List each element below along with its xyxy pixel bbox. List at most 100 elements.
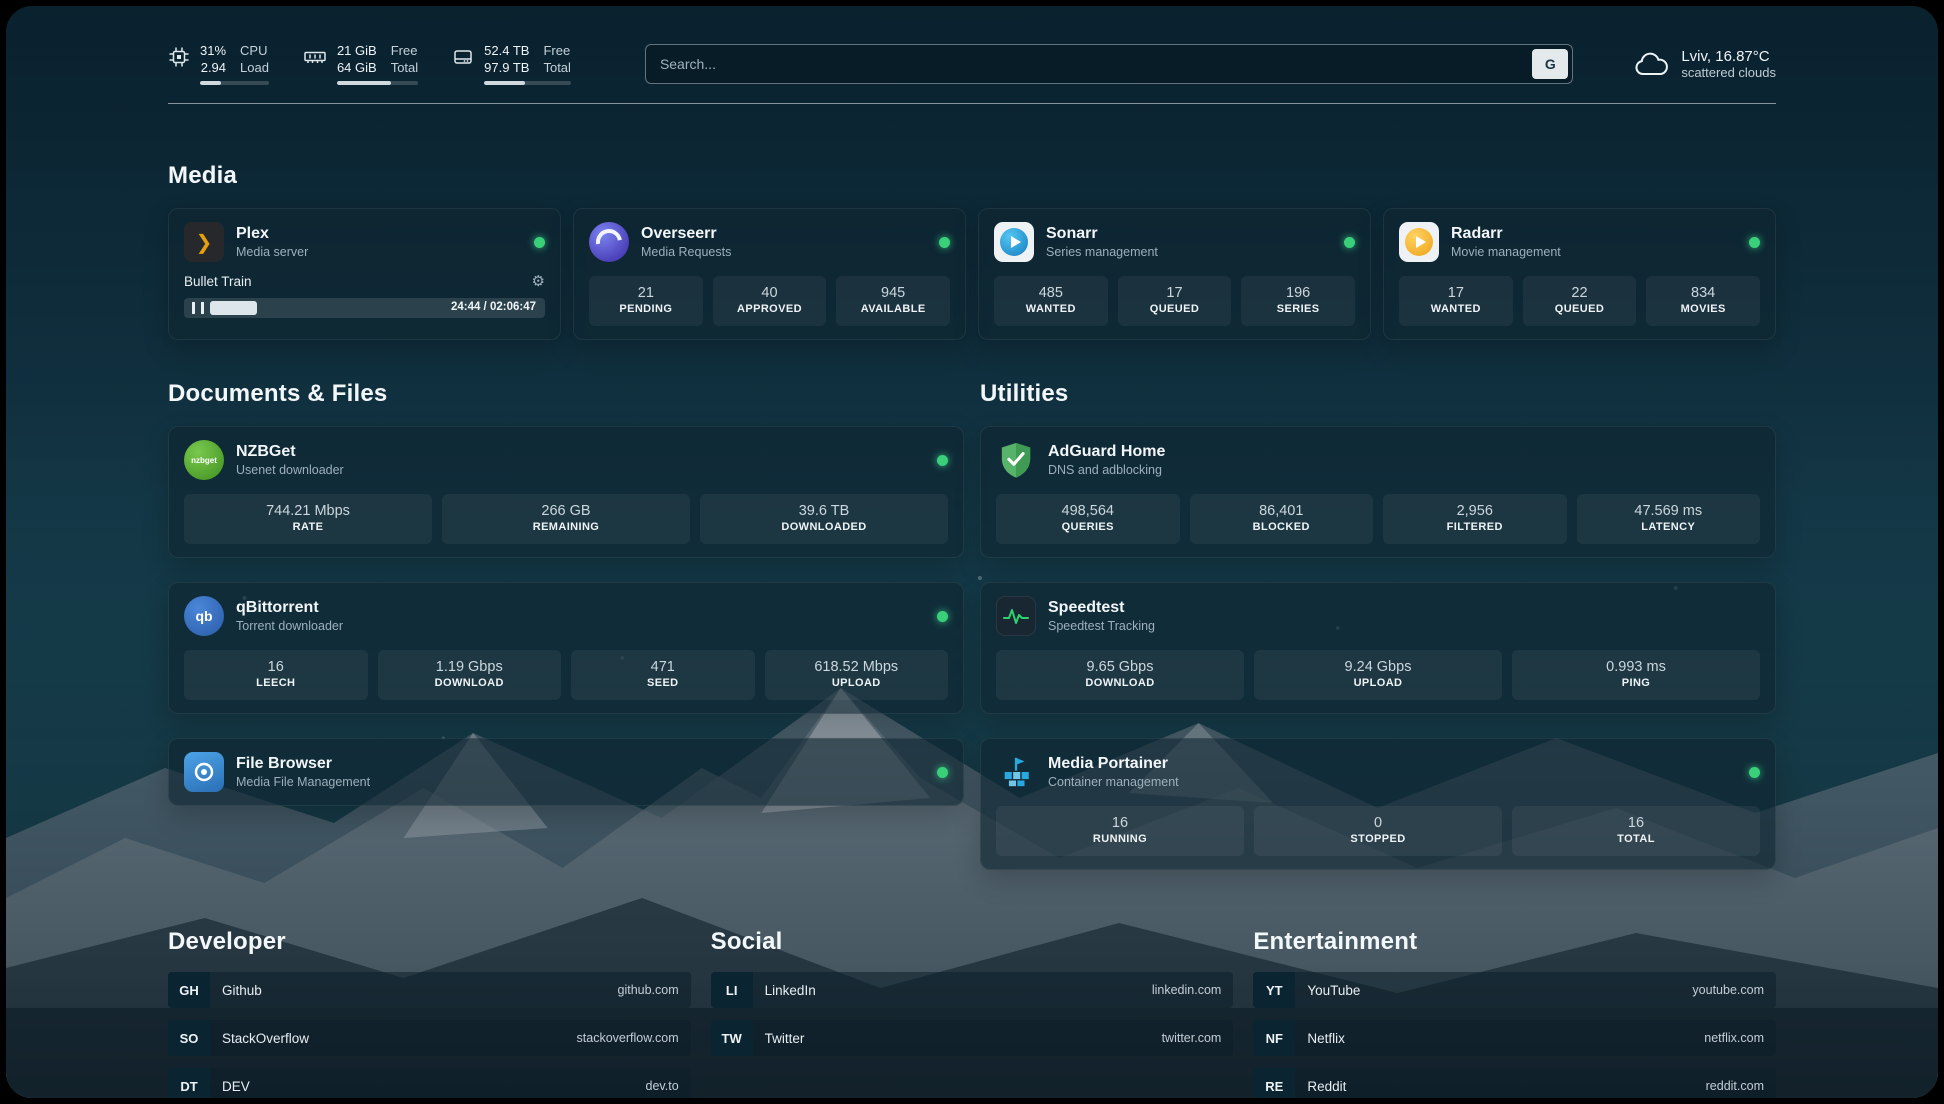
speedtest-name: Speedtest [1048,599,1125,616]
memory-total-label: Total [390,60,419,75]
qbittorrent-desc: Torrent downloader [236,619,344,633]
portainer-stat-running: 16 RUNNING [996,806,1244,856]
stackoverflow-url: stackoverflow.com [576,1031,679,1045]
bookmark-dev[interactable]: DT DEV dev.to [168,1068,691,1098]
nzbget-app-link[interactable]: nzbget NZBGet Usenet downloader [184,440,948,480]
reddit-url: reddit.com [1705,1079,1764,1093]
youtube-name: YouTube [1307,982,1361,998]
nzbget-stat-remaining: 266 GB REMAINING [442,494,690,544]
filebrowser-card: File Browser Media File Management [168,738,964,806]
bookmark-netflix[interactable]: NF Netflix netflix.com [1253,1020,1776,1056]
portainer-status-dot [1749,766,1760,778]
overseerr-app-link[interactable]: Overseerr Media Requests [589,222,950,262]
dev-url: dev.to [645,1079,679,1093]
overseerr-stat-available: 945 AVAILABLE [836,276,950,326]
qbittorrent-stat-download: 1.19 Gbps DOWNLOAD [377,650,561,700]
radarr-app-link[interactable]: Radarr Movie management [1399,222,1760,262]
qbittorrent-app-link[interactable]: qb qBittorrent Torrent downloader [184,596,948,636]
filebrowser-name: File Browser [236,755,333,772]
qbittorrent-stat-upload: 618.52 Mbps UPLOAD [764,650,948,700]
overseerr-card: Overseerr Media Requests 21 PENDING 40 A… [573,208,966,340]
radarr-name: Radarr [1451,225,1503,242]
github-abbr: GH [168,972,210,1008]
plex-settings-gear-icon[interactable]: ⚙ [531,272,545,290]
plex-app-link[interactable]: ❯ Plex Media server [184,222,545,262]
radarr-card: Radarr Movie management 17 WANTED 22 QUE… [1383,208,1776,340]
plex-desc: Media server [236,245,309,259]
disk-metric: 52.4 TB 97.9 TB Free Total [452,42,571,85]
overseerr-icon [589,222,629,262]
linkedin-abbr: LI [710,972,753,1008]
filebrowser-desc: Media File Management [236,775,371,789]
bookmark-github[interactable]: GH Github github.com [168,972,691,1008]
radarr-stat-wanted: 17 WANTED [1399,276,1513,326]
plex-now-playing: Bullet Train [184,273,252,289]
disk-progress-bar [484,81,571,85]
github-name: Github [222,982,262,998]
reddit-abbr: RE [1253,1068,1296,1098]
bookmark-youtube[interactable]: YT YouTube youtube.com [1253,972,1776,1008]
adguard-app-link[interactable]: AdGuard Home DNS and adblocking [996,440,1760,480]
weather-widget[interactable]: Lviv, 16.87°C scattered clouds [1633,48,1776,80]
memory-progress-bar [336,81,419,85]
plex-card: ❯ Plex Media server Bullet Train ⚙ 24:44… [168,208,561,340]
search-engine-button[interactable]: G [1532,48,1569,79]
section-title-social: Social [710,928,783,955]
radarr-status-dot [1749,236,1760,248]
sonarr-desc: Series management [1046,245,1158,259]
portainer-stat-total: 16 TOTAL [1512,806,1760,856]
netflix-abbr: NF [1253,1020,1296,1056]
bookmarks-developer: Developer GH Github github.com SO StackO… [168,928,691,1098]
nzbget-status-dot [937,454,948,466]
memory-free-label: Free [390,43,418,58]
overseerr-stat-approved: 40 APPROVED [712,276,827,326]
bookmark-reddit[interactable]: RE Reddit reddit.com [1253,1068,1776,1098]
speedtest-stat-ping: 0.993 ms PING [1512,650,1760,700]
pause-icon[interactable] [192,302,204,314]
cpu-usage-label: CPU [240,43,268,58]
radarr-desc: Movie management [1451,245,1561,259]
qbittorrent-icon: qb [184,596,224,636]
netflix-name: Netflix [1307,1030,1345,1046]
youtube-url: youtube.com [1692,983,1764,997]
filebrowser-status-dot [937,766,948,778]
bookmark-linkedin[interactable]: LI LinkedIn linkedin.com [710,972,1234,1008]
sonarr-app-link[interactable]: Sonarr Series management [994,222,1355,262]
plex-progress-bar[interactable]: 24:44 / 02:06:47 [184,298,545,318]
bookmark-stackoverflow[interactable]: SO StackOverflow stackoverflow.com [168,1020,691,1056]
sonarr-card: Sonarr Series management 485 WANTED 17 Q… [978,208,1371,340]
cpu-usage-value: 31% [200,43,227,58]
linkedin-name: LinkedIn [764,982,816,998]
search-input[interactable] [659,55,1533,72]
twitter-abbr: TW [710,1020,753,1056]
media-grid: ❯ Plex Media server Bullet Train ⚙ 24:44… [168,208,1776,340]
cpu-progress-bar [200,81,269,85]
nzbget-icon: nzbget [184,440,224,480]
adguard-icon [996,440,1036,480]
radarr-stat-movies: 834 MOVIES [1646,276,1760,326]
section-title-developer: Developer [168,928,286,955]
section-title-media: Media [168,162,238,189]
topbar: 31% 2.94 CPU Load [168,6,1776,85]
adguard-stat-blocked: 86,401 BLOCKED [1189,494,1373,544]
portainer-app-link[interactable]: Media Portainer Container management [996,752,1760,792]
cloud-icon [1635,52,1669,75]
bookmark-twitter[interactable]: TW Twitter twitter.com [710,1020,1234,1056]
filebrowser-app-link[interactable]: File Browser Media File Management [184,752,948,792]
sonarr-stat-queued: 17 QUEUED [1117,276,1232,326]
plex-progress-fill [210,301,257,315]
portainer-desc: Container management [1048,775,1179,789]
memory-total-value: 64 GiB [336,60,377,75]
speedtest-desc: Speedtest Tracking [1048,619,1156,633]
sonarr-stat-series: 196 SERIES [1241,276,1355,326]
radarr-icon [1399,222,1439,262]
youtube-abbr: YT [1253,972,1296,1008]
speedtest-app-link[interactable]: Speedtest Speedtest Tracking [996,596,1760,636]
overseerr-stat-pending: 21 PENDING [589,276,703,326]
qbittorrent-card: qb qBittorrent Torrent downloader 16 LEE… [168,582,964,714]
documents-column: Documents & Files nzbget NZBGet Usenet d… [168,380,964,806]
cpu-load-value: 2.94 [200,60,227,75]
nzbget-card: nzbget NZBGet Usenet downloader 744.21 M… [168,426,964,558]
disk-icon [454,50,472,64]
disk-total-label: Total [543,60,571,75]
